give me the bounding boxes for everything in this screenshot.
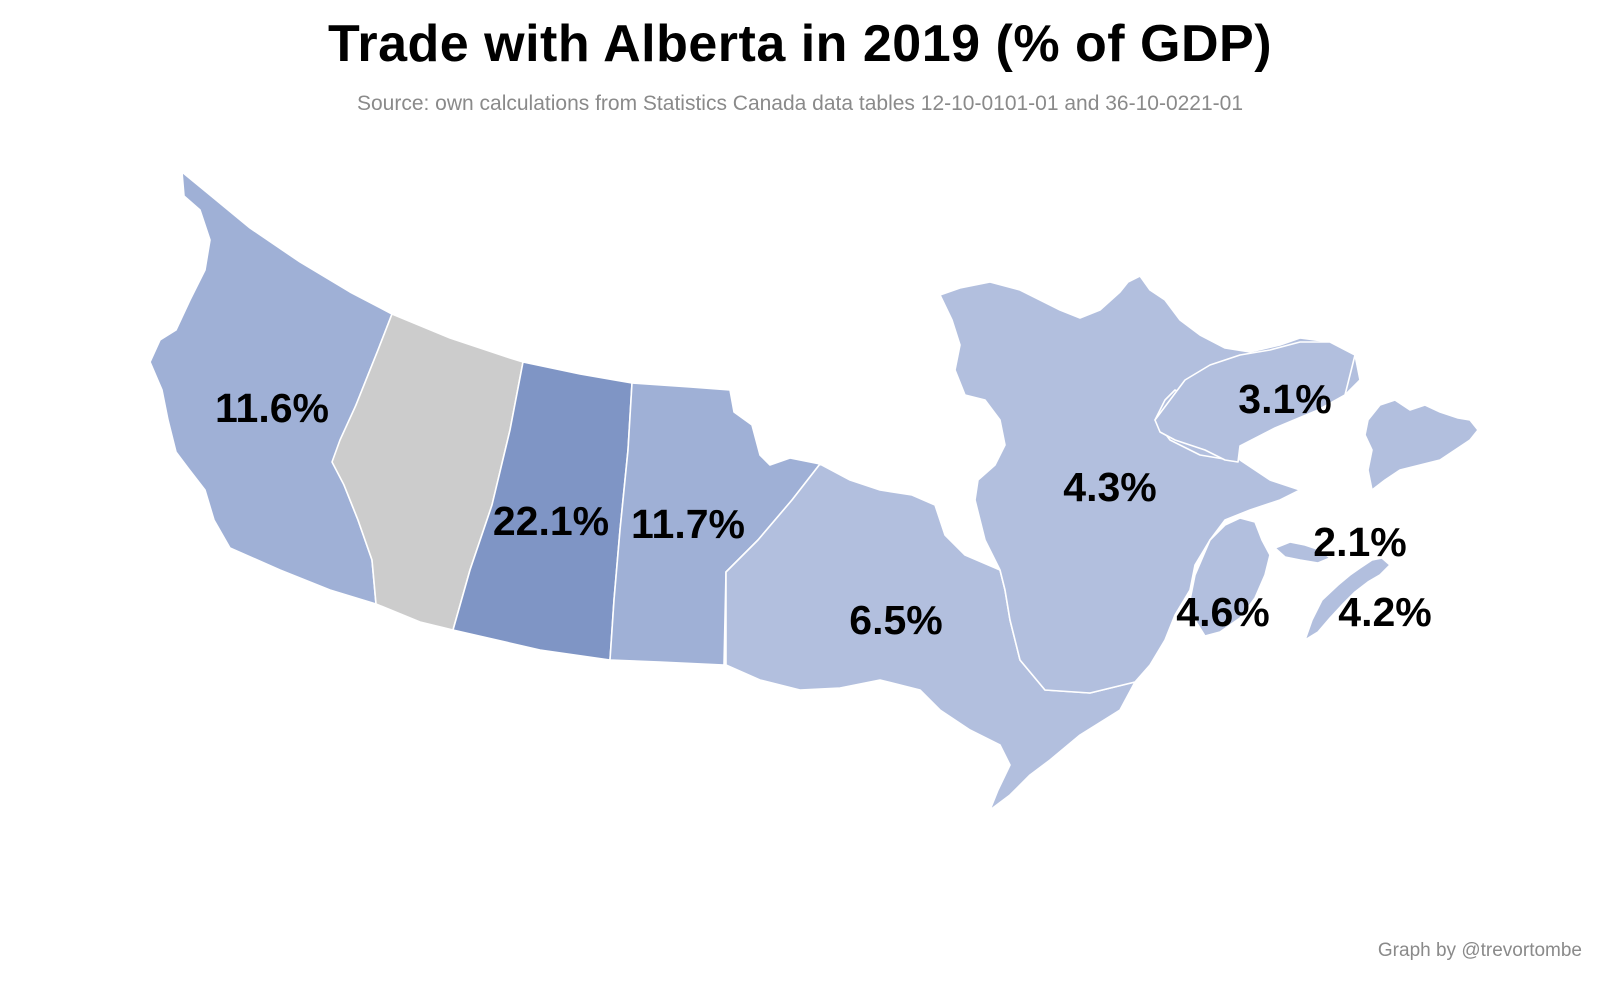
province-prince-edward-island: [1274, 541, 1331, 564]
label-new-brunswick: 4.6%: [1176, 589, 1269, 635]
label-quebec: 4.3%: [1063, 464, 1156, 510]
province-ontario: [725, 463, 1136, 811]
chart-subtitle: Source: own calculations from Statistics…: [356, 92, 1244, 115]
label-prince-edward-island: 2.1%: [1313, 519, 1406, 565]
label-newfoundland-labrador: 3.1%: [1238, 376, 1331, 422]
province-new-brunswick: [1189, 517, 1271, 637]
label-nova-scotia: 4.2%: [1338, 589, 1431, 635]
label-saskatchewan: 22.1%: [493, 498, 609, 544]
province-nova-scotia: [1304, 557, 1391, 641]
province-newfoundland-island: [1364, 399, 1479, 491]
province-alberta: [331, 313, 524, 631]
label-manitoba: 11.7%: [631, 501, 745, 547]
label-ontario: 6.5%: [849, 597, 942, 643]
province-newfoundland-labrador: [1154, 341, 1356, 463]
label-british-columbia: 11.6%: [215, 385, 329, 431]
chart-title: Trade with Alberta in 2019 (% of GDP): [327, 15, 1273, 73]
graph-credit: Graph by @trevortombe: [1377, 940, 1582, 961]
